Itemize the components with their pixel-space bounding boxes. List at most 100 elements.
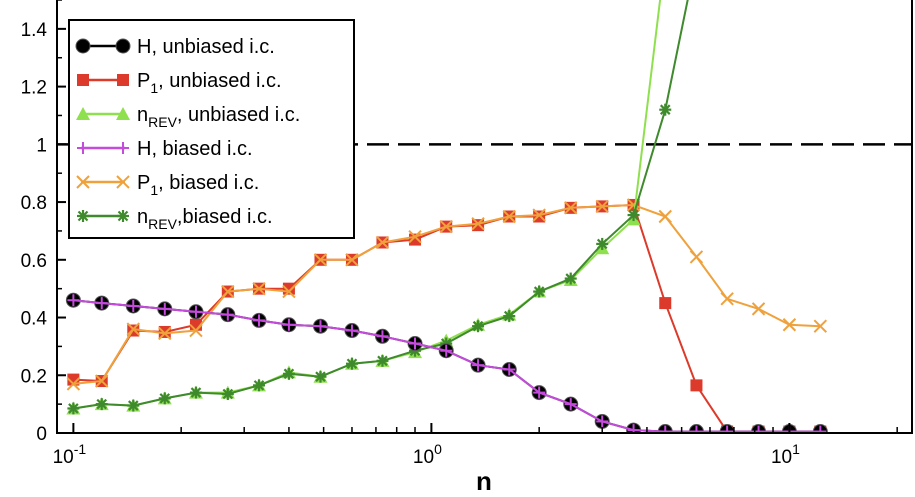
data-point bbox=[376, 354, 389, 367]
legend-label: H, unbiased i.c. bbox=[137, 36, 275, 58]
data-point bbox=[595, 199, 609, 214]
data-point bbox=[221, 284, 235, 299]
legend-box bbox=[68, 19, 355, 239]
data-point bbox=[440, 344, 453, 357]
data-point bbox=[408, 229, 422, 244]
data-point bbox=[189, 305, 202, 318]
data-point bbox=[345, 357, 358, 370]
y-tick-label: 1.2 bbox=[21, 78, 47, 99]
data-point bbox=[67, 294, 80, 307]
data-point bbox=[533, 210, 546, 223]
data-point bbox=[689, 250, 704, 264]
data-point bbox=[532, 208, 546, 222]
plot-frame bbox=[56, 0, 913, 434]
data-point bbox=[596, 237, 609, 250]
data-point bbox=[502, 209, 516, 224]
x-tick-label: 10-1 bbox=[53, 441, 87, 468]
legend-entry: P1, biased i.c. bbox=[76, 172, 259, 198]
data-point bbox=[158, 325, 171, 338]
data-point bbox=[690, 425, 703, 433]
data-point bbox=[721, 425, 734, 433]
data-point bbox=[95, 398, 108, 411]
data-point bbox=[345, 253, 359, 267]
y-tick-label: 0.4 bbox=[21, 309, 48, 330]
y-tick-label: 0.8 bbox=[21, 193, 47, 214]
data-point bbox=[158, 392, 171, 405]
data-point bbox=[564, 398, 577, 411]
data-point bbox=[253, 379, 266, 392]
data-point bbox=[158, 326, 172, 341]
data-point bbox=[813, 319, 828, 333]
data-point bbox=[814, 425, 827, 433]
data-point bbox=[439, 219, 453, 234]
data-point bbox=[189, 386, 202, 399]
data-point bbox=[564, 201, 578, 215]
data-point bbox=[95, 374, 109, 388]
legend-marker bbox=[116, 107, 130, 120]
data-point bbox=[409, 337, 422, 350]
data-point bbox=[375, 235, 390, 250]
legend-marker bbox=[117, 74, 129, 86]
data-point bbox=[720, 292, 734, 306]
data-point bbox=[66, 377, 81, 391]
legend-marker bbox=[76, 175, 90, 189]
y-tick-label: 0.6 bbox=[21, 251, 47, 272]
data-point bbox=[564, 272, 577, 285]
data-point bbox=[253, 314, 266, 327]
data-point bbox=[158, 302, 171, 315]
series-line-0 bbox=[73, 299, 821, 433]
legend-label: nREV, unbiased i.c. bbox=[137, 104, 300, 130]
y-tick-label: 0.2 bbox=[21, 366, 47, 387]
data-point bbox=[127, 399, 140, 412]
x-tick-label: 100 bbox=[413, 441, 442, 468]
data-point bbox=[282, 367, 295, 380]
legend-entry: nREV,biased i.c. bbox=[77, 206, 273, 232]
data-point bbox=[533, 285, 546, 298]
data-point bbox=[782, 318, 797, 332]
data-point bbox=[627, 209, 640, 222]
legend-marker bbox=[77, 210, 89, 222]
legend-marker bbox=[77, 74, 89, 86]
data-point bbox=[314, 370, 327, 383]
data-point bbox=[221, 388, 234, 401]
data-point bbox=[376, 330, 389, 343]
data-point bbox=[627, 424, 640, 433]
data-point bbox=[472, 219, 485, 232]
legend-marker bbox=[76, 107, 90, 120]
data-point bbox=[658, 209, 672, 224]
data-point bbox=[282, 318, 295, 331]
data-point bbox=[659, 425, 672, 433]
data-point bbox=[126, 322, 140, 336]
legend-label: nREV,biased i.c. bbox=[137, 206, 273, 232]
data-point bbox=[67, 402, 80, 415]
data-point bbox=[313, 253, 328, 267]
data-point bbox=[282, 284, 296, 299]
data-point bbox=[189, 323, 203, 338]
legend-entry: nREV, unbiased i.c. bbox=[76, 104, 300, 130]
legend-label: H, biased i.c. bbox=[137, 138, 253, 160]
y-tick-label: 1.4 bbox=[21, 20, 48, 41]
data-point bbox=[690, 379, 703, 392]
data-point bbox=[345, 324, 358, 337]
legend-label: P1, unbiased i.c. bbox=[137, 70, 282, 96]
series-line-3 bbox=[73, 299, 821, 433]
data-point bbox=[503, 310, 516, 323]
legend-marker bbox=[115, 38, 131, 54]
y-tick-label: 0 bbox=[36, 424, 47, 445]
y-tick-label: 1 bbox=[36, 135, 47, 156]
x-tick-label: 101 bbox=[771, 441, 800, 468]
data-point bbox=[95, 297, 108, 310]
legend-entry: H, unbiased i.c. bbox=[75, 36, 275, 58]
data-point bbox=[221, 308, 234, 321]
legend-marker bbox=[117, 142, 129, 154]
legend-label: P1, biased i.c. bbox=[137, 172, 259, 198]
data-point bbox=[314, 320, 327, 333]
data-point bbox=[471, 217, 485, 231]
legend-marker bbox=[117, 210, 129, 222]
data-point bbox=[751, 302, 766, 316]
data-point bbox=[659, 297, 672, 310]
legend-marker bbox=[116, 175, 130, 189]
data-point bbox=[659, 103, 672, 116]
legend-entry: H, biased i.c. bbox=[77, 138, 253, 160]
